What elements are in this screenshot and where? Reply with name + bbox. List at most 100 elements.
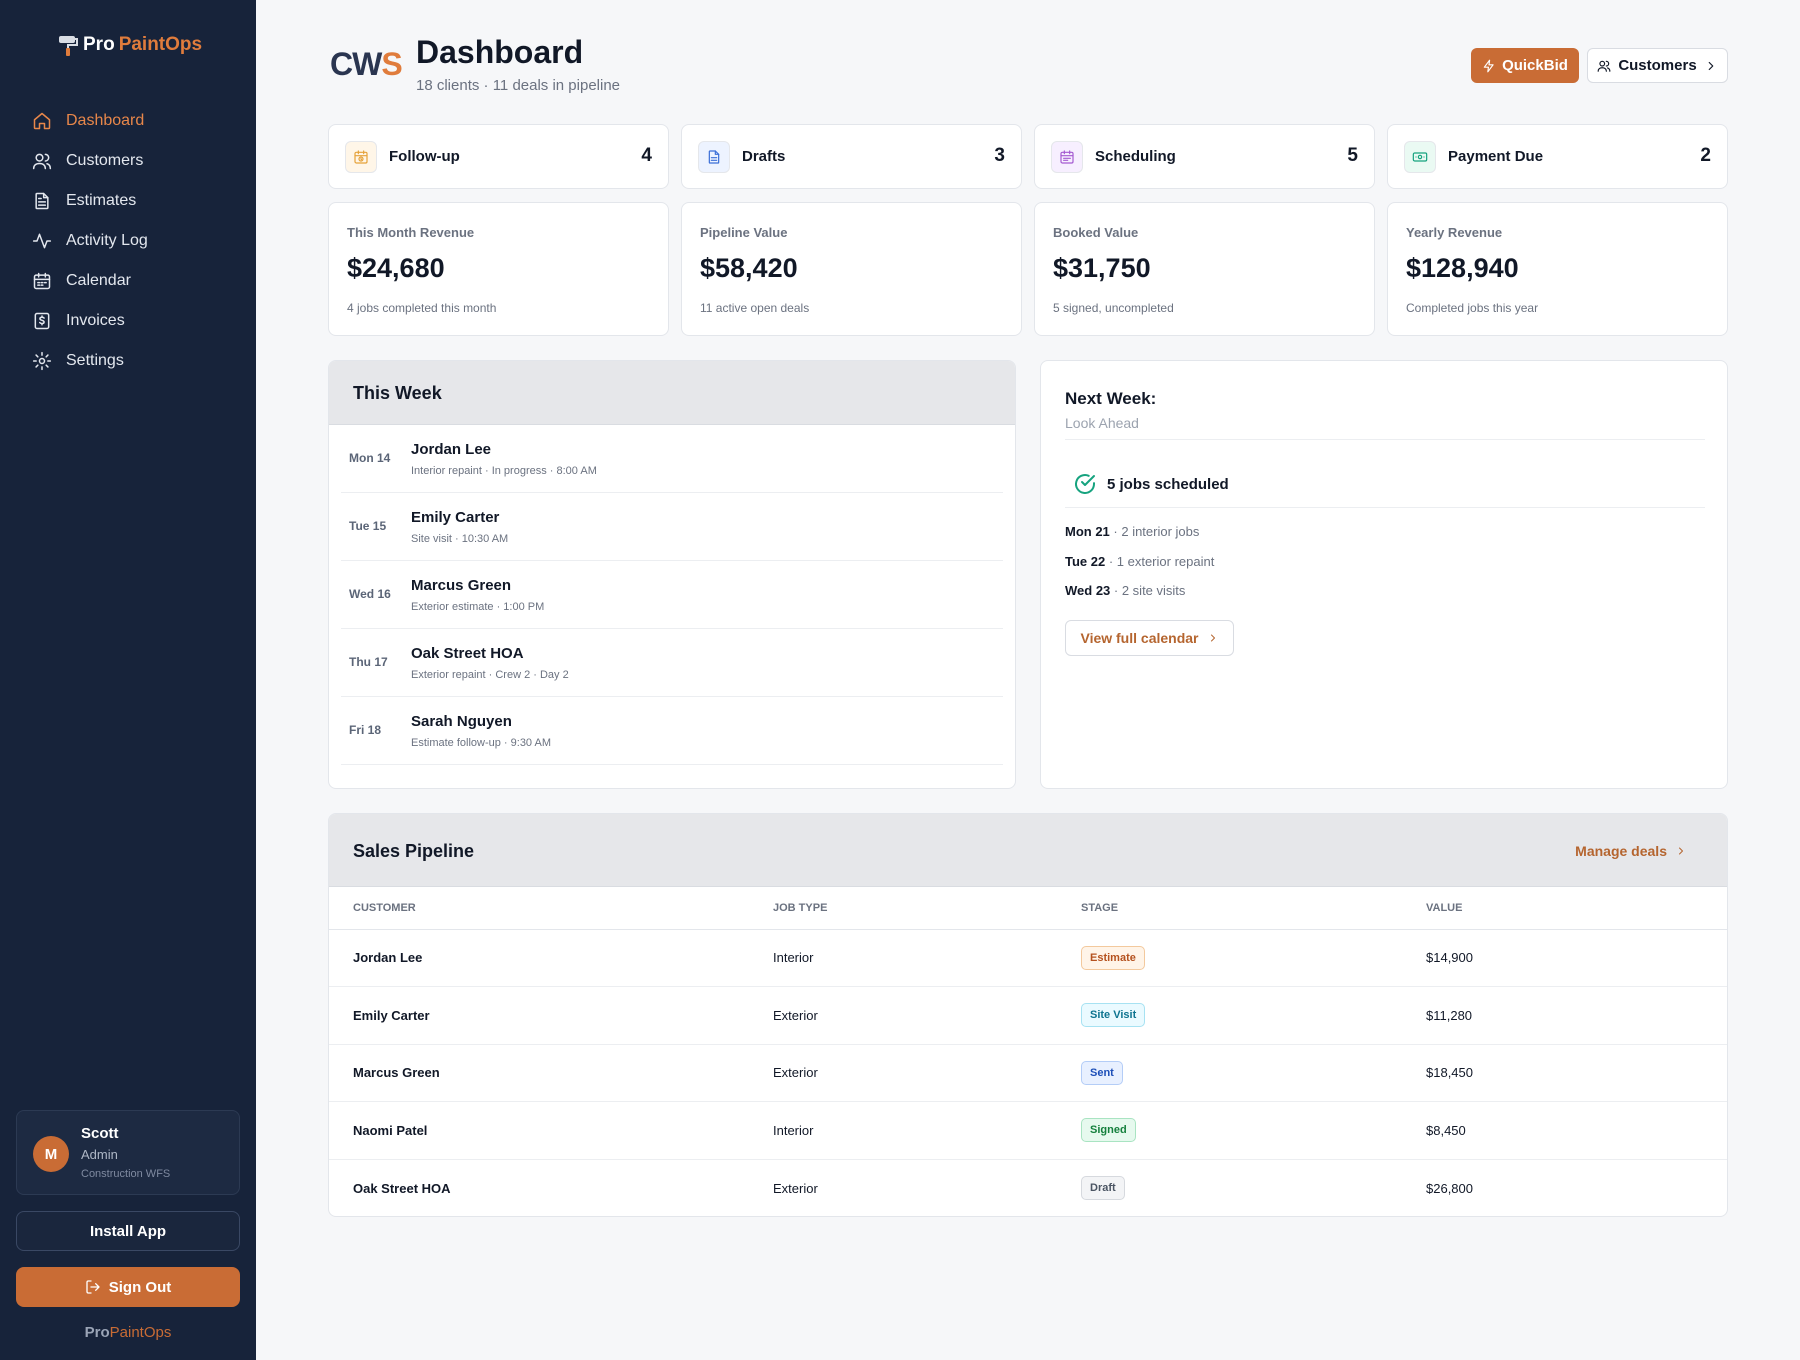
next-week-line: Wed 23 · 2 site visits bbox=[1065, 583, 1185, 598]
cell-value: $26,800 bbox=[1426, 1180, 1473, 1196]
list-item[interactable]: Tue 15 Emily Carter Site visit · 10:30 A… bbox=[341, 493, 1003, 561]
chevron-right-icon bbox=[1679, 847, 1683, 855]
sidebar-item-settings[interactable]: Settings bbox=[0, 341, 256, 381]
manage-deals-link[interactable]: Manage deals bbox=[1575, 843, 1687, 859]
metric-card-pipeline-value: Pipeline Value $58,420 11 active open de… bbox=[681, 202, 1022, 336]
sidebar-item-dashboard[interactable]: Dashboard bbox=[0, 101, 256, 141]
status-label: Drafts bbox=[742, 148, 786, 165]
week-detail: Estimate follow-up · 9:30 AM bbox=[411, 737, 552, 749]
list-item[interactable]: Thu 17 Oak Street HOA Exterior repaint ·… bbox=[341, 629, 1003, 697]
next-week-panel: Next Week: Look Ahead 5 jobs scheduled M… bbox=[1040, 360, 1728, 789]
customers-button[interactable]: Customers bbox=[1587, 48, 1728, 83]
next-week-day: Mon 21 bbox=[1065, 524, 1110, 539]
column-header-stage[interactable]: STAGE bbox=[1081, 887, 1426, 930]
metric-label: Booked Value bbox=[1053, 225, 1139, 240]
view-calendar-label: View full calendar bbox=[1080, 630, 1199, 646]
metric-card-month-revenue: This Month Revenue $24,680 4 jobs comple… bbox=[328, 202, 669, 336]
sidebar-item-estimates[interactable]: Estimates bbox=[0, 181, 256, 221]
view-calendar-button[interactable]: View full calendar bbox=[1065, 620, 1234, 656]
lightning-icon bbox=[1483, 59, 1494, 72]
status-card-drafts[interactable]: Drafts 3 bbox=[681, 124, 1022, 189]
company-logo-cw: CW bbox=[330, 46, 382, 82]
sidebar-item-label: Settings bbox=[66, 352, 124, 369]
table-row[interactable]: Oak Street HOA Exterior Draft $26,800 bbox=[329, 1159, 1727, 1216]
cell-job-type: Exterior bbox=[773, 1044, 1081, 1102]
table-row[interactable]: Jordan Lee Interior Estimate $14,900 bbox=[329, 929, 1727, 987]
chevron-right-icon bbox=[1708, 61, 1714, 70]
user-org: Construction WFS bbox=[81, 1168, 171, 1180]
cell-customer: Oak Street HOA bbox=[353, 1180, 451, 1196]
footer-brand: ProPaintOps bbox=[0, 1324, 256, 1341]
metric-card-booked-value: Booked Value $31,750 5 signed, uncomplet… bbox=[1034, 202, 1375, 336]
next-week-line: Tue 22 · 1 exterior repaint bbox=[1065, 554, 1214, 569]
status-card-payment-due[interactable]: Payment Due 2 bbox=[1387, 124, 1728, 189]
install-app-label: Install App bbox=[89, 1222, 167, 1240]
app-logo[interactable]: Pro PaintOps bbox=[57, 33, 202, 57]
metric-label: Pipeline Value bbox=[700, 225, 788, 240]
sidebar-item-label: Calendar bbox=[66, 272, 131, 289]
table-row[interactable]: Marcus Green Exterior Sent $18,450 bbox=[329, 1044, 1727, 1102]
next-week-line: Mon 21 · 2 interior jobs bbox=[1065, 524, 1199, 539]
quickbid-button[interactable]: QuickBid bbox=[1471, 48, 1579, 83]
week-detail: Site visit · 10:30 AM bbox=[411, 533, 509, 545]
table-header-row: CUSTOMER JOB TYPE STAGE VALUE bbox=[329, 887, 1727, 930]
sidebar-item-customers[interactable]: Customers bbox=[0, 141, 256, 181]
sidebar-item-activity-log[interactable]: Activity Log bbox=[0, 221, 256, 261]
sidebar-item-label: Dashboard bbox=[66, 112, 145, 129]
invoice-icon bbox=[34, 312, 50, 330]
this-week-panel: This Week Mon 14 Jordan Lee Interior rep… bbox=[328, 360, 1016, 789]
status-badge: Draft bbox=[1081, 1176, 1125, 1200]
sign-out-button[interactable]: Sign Out bbox=[16, 1267, 240, 1307]
document-icon bbox=[698, 141, 730, 173]
metric-value: $128,940 bbox=[1406, 253, 1519, 283]
column-header-value[interactable]: VALUE bbox=[1426, 887, 1727, 930]
status-card-follow-up[interactable]: Follow-up 4 bbox=[328, 124, 669, 189]
avatar: M bbox=[33, 1136, 69, 1172]
list-item[interactable]: Wed 16 Marcus Green Exterior estimate · … bbox=[341, 561, 1003, 629]
users-icon bbox=[1597, 60, 1611, 72]
cell-job-type: Interior bbox=[773, 1101, 1081, 1160]
column-header-customer[interactable]: CUSTOMER bbox=[329, 887, 773, 930]
metric-value: $58,420 bbox=[700, 253, 798, 283]
status-badge: Site Visit bbox=[1081, 1003, 1146, 1028]
brand-paintops: PaintOps bbox=[118, 34, 203, 55]
user-role: Admin bbox=[81, 1147, 118, 1162]
week-detail: Interior repaint · In progress · 8:00 AM bbox=[411, 465, 597, 477]
main-content: CWS Dashboard 18 clients · 11 deals in p… bbox=[256, 0, 1800, 1360]
sidebar-item-invoices[interactable]: Invoices bbox=[0, 301, 256, 341]
sidebar-item-label: Invoices bbox=[66, 312, 125, 329]
sidebar-item-label: Customers bbox=[66, 152, 144, 169]
jobs-scheduled-label: 5 jobs scheduled bbox=[1107, 475, 1229, 493]
sign-out-icon bbox=[86, 1280, 100, 1294]
table-row[interactable]: Emily Carter Exterior Site Visit $11,280 bbox=[329, 986, 1727, 1045]
metric-note: 5 signed, uncompleted bbox=[1053, 301, 1174, 315]
next-week-day: Tue 22 bbox=[1065, 554, 1106, 569]
sign-out-label: Sign Out bbox=[108, 1278, 172, 1296]
calendar-clock-icon bbox=[345, 141, 377, 173]
this-week-title: This Week bbox=[329, 361, 1015, 425]
metric-label: Yearly Revenue bbox=[1406, 225, 1503, 240]
list-item[interactable]: Mon 14 Jordan Lee Interior repaint · In … bbox=[341, 425, 1003, 493]
week-detail: Exterior repaint · Crew 2 · Day 2 bbox=[411, 669, 569, 681]
next-week-day: Wed 23 bbox=[1065, 583, 1111, 598]
status-label: Follow-up bbox=[389, 148, 460, 165]
table-row[interactable]: Naomi Patel Interior Signed $8,450 bbox=[329, 1101, 1727, 1160]
install-app-button[interactable]: Install App bbox=[16, 1211, 240, 1251]
week-day: Mon 14 bbox=[349, 451, 391, 465]
week-day: Tue 15 bbox=[349, 519, 387, 533]
next-week-subtitle: Look Ahead bbox=[1065, 415, 1139, 431]
footer-brand-pro: Pro bbox=[84, 1324, 110, 1341]
list-item[interactable]: Fri 18 Sarah Nguyen Estimate follow-up ·… bbox=[341, 697, 1003, 765]
divider bbox=[1065, 507, 1705, 508]
customers-label: Customers bbox=[1618, 57, 1697, 74]
cell-stage: Signed bbox=[1081, 1101, 1426, 1160]
column-header-job-type[interactable]: JOB TYPE bbox=[773, 887, 1081, 930]
cell-customer: Naomi Patel bbox=[329, 1101, 773, 1160]
status-card-scheduling[interactable]: Scheduling 5 bbox=[1034, 124, 1375, 189]
sidebar-item-calendar[interactable]: Calendar bbox=[0, 261, 256, 301]
status-label: Payment Due bbox=[1448, 148, 1544, 165]
user-card[interactable]: M Scott Admin Construction WFS bbox=[16, 1110, 240, 1195]
jobs-scheduled: 5 jobs scheduled bbox=[1073, 472, 1229, 496]
metric-note: Completed jobs this year bbox=[1406, 301, 1539, 315]
sidebar-item-label: Activity Log bbox=[66, 232, 148, 249]
